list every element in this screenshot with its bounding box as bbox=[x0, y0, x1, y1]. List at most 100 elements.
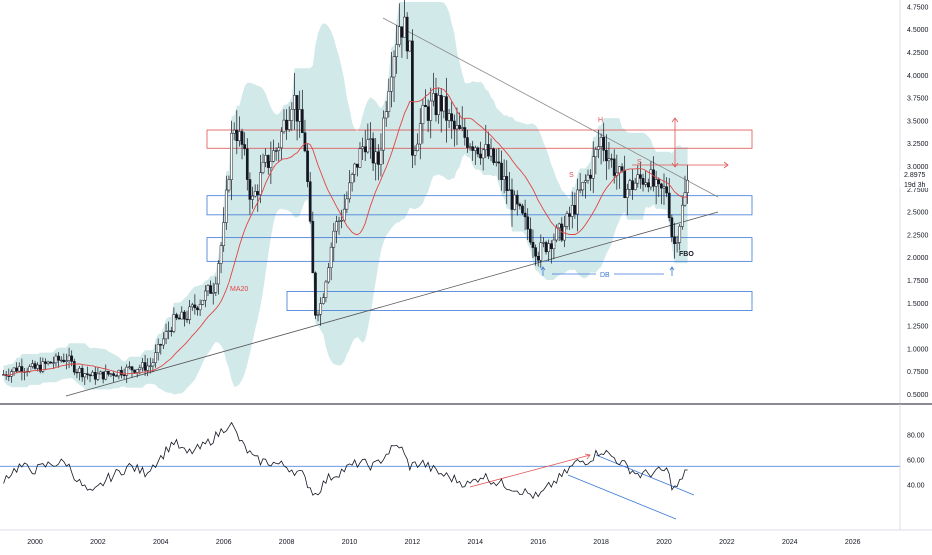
candle-body bbox=[445, 96, 448, 121]
candle bbox=[298, 90, 302, 138]
candle-body bbox=[471, 146, 475, 151]
candle-body bbox=[314, 272, 317, 316]
candle-body bbox=[376, 151, 380, 165]
candle-body bbox=[91, 371, 95, 377]
candle-body bbox=[586, 174, 590, 181]
candle-body bbox=[411, 40, 414, 156]
candlesticks bbox=[2, 0, 689, 385]
candle bbox=[75, 368, 79, 379]
candle bbox=[332, 222, 336, 262]
candle-body bbox=[245, 148, 249, 180]
candle-body bbox=[549, 243, 553, 250]
candle bbox=[65, 353, 68, 370]
candle-body bbox=[620, 166, 624, 171]
candle bbox=[683, 175, 687, 207]
support-resistance-zones bbox=[206, 129, 753, 311]
candle bbox=[416, 133, 419, 152]
candle bbox=[295, 95, 299, 141]
candle-body bbox=[424, 105, 427, 108]
candle-body bbox=[211, 292, 215, 294]
price-tick-label: 2.0000 bbox=[907, 255, 929, 262]
candle bbox=[468, 143, 472, 151]
candle bbox=[426, 99, 430, 133]
candle-body bbox=[193, 304, 197, 309]
candle bbox=[277, 142, 281, 162]
candle bbox=[521, 203, 524, 216]
candle-body bbox=[183, 311, 186, 320]
candle-body bbox=[434, 93, 438, 116]
candle bbox=[180, 306, 184, 320]
candle-body bbox=[604, 150, 608, 162]
time-tick-label: 2002 bbox=[90, 539, 106, 546]
candle bbox=[217, 260, 220, 295]
candle bbox=[130, 366, 134, 378]
candle bbox=[101, 371, 105, 384]
candle-body bbox=[397, 26, 401, 45]
candle-body bbox=[36, 364, 39, 369]
candle bbox=[466, 129, 469, 153]
candle-body bbox=[104, 371, 108, 380]
candle-body bbox=[437, 95, 440, 116]
candle-body bbox=[555, 227, 558, 241]
time-axis[interactable]: 2000 2002 2004 2006 2008 2010 2012 2014 2016 2018… bbox=[0, 529, 932, 546]
candle-body bbox=[96, 373, 100, 380]
target-arrow-head-down bbox=[671, 162, 679, 168]
price-axis[interactable]: 4.7500 4.5000 4.2500 4.0000 3.7500 3.5000 3.25… bbox=[899, 0, 932, 403]
candle-body bbox=[345, 198, 349, 210]
candle-body bbox=[253, 191, 257, 197]
candle bbox=[44, 358, 47, 371]
candle-body bbox=[390, 76, 393, 92]
candle-body bbox=[426, 106, 430, 121]
candle bbox=[154, 344, 157, 368]
candle bbox=[662, 173, 666, 205]
candle bbox=[316, 311, 320, 322]
candle-body bbox=[508, 189, 511, 192]
candle bbox=[78, 366, 81, 381]
candle bbox=[641, 173, 645, 192]
price-tick-label: 4.2500 bbox=[907, 50, 929, 57]
candle bbox=[447, 109, 451, 129]
rsi-divergence-line bbox=[469, 454, 591, 488]
candle bbox=[311, 211, 315, 274]
candle bbox=[17, 362, 21, 373]
candle-body bbox=[306, 150, 309, 182]
candle bbox=[230, 120, 233, 201]
candle-body bbox=[369, 138, 372, 140]
candle bbox=[371, 132, 375, 171]
candle bbox=[141, 358, 144, 372]
candle-body bbox=[311, 221, 315, 274]
candle bbox=[358, 142, 362, 168]
candle bbox=[114, 374, 118, 377]
candle-body bbox=[175, 314, 178, 319]
candle bbox=[568, 206, 571, 230]
candle-body bbox=[44, 361, 47, 364]
candle bbox=[33, 360, 37, 370]
candle bbox=[639, 161, 642, 189]
time-axis-ticks: 2000 2002 2004 2006 2008 2010 2012 2014 2016 2018… bbox=[27, 539, 860, 546]
candle-body bbox=[683, 192, 687, 206]
candle bbox=[287, 106, 291, 132]
candle-body bbox=[274, 150, 278, 152]
time-tick-label: 2000 bbox=[27, 539, 43, 546]
candle-body bbox=[628, 180, 632, 190]
rsi-pane bbox=[0, 421, 900, 520]
candle bbox=[584, 174, 587, 199]
candle-body bbox=[542, 242, 545, 244]
candle-body bbox=[639, 174, 642, 179]
candle-body bbox=[272, 150, 275, 162]
candle bbox=[361, 137, 364, 161]
candle bbox=[418, 108, 422, 160]
candle-body bbox=[612, 158, 616, 176]
candle-body bbox=[316, 314, 320, 316]
candle bbox=[62, 353, 66, 363]
candle bbox=[274, 147, 278, 161]
candle bbox=[59, 356, 63, 363]
candle-body bbox=[198, 304, 202, 311]
candle bbox=[214, 276, 218, 297]
candle bbox=[557, 222, 561, 242]
candle bbox=[413, 145, 417, 166]
candle-body bbox=[489, 148, 493, 157]
price-tick-label: 4.5000 bbox=[907, 27, 929, 34]
rsi-axis[interactable]: 80.00 60.00 40.00 bbox=[899, 404, 925, 530]
